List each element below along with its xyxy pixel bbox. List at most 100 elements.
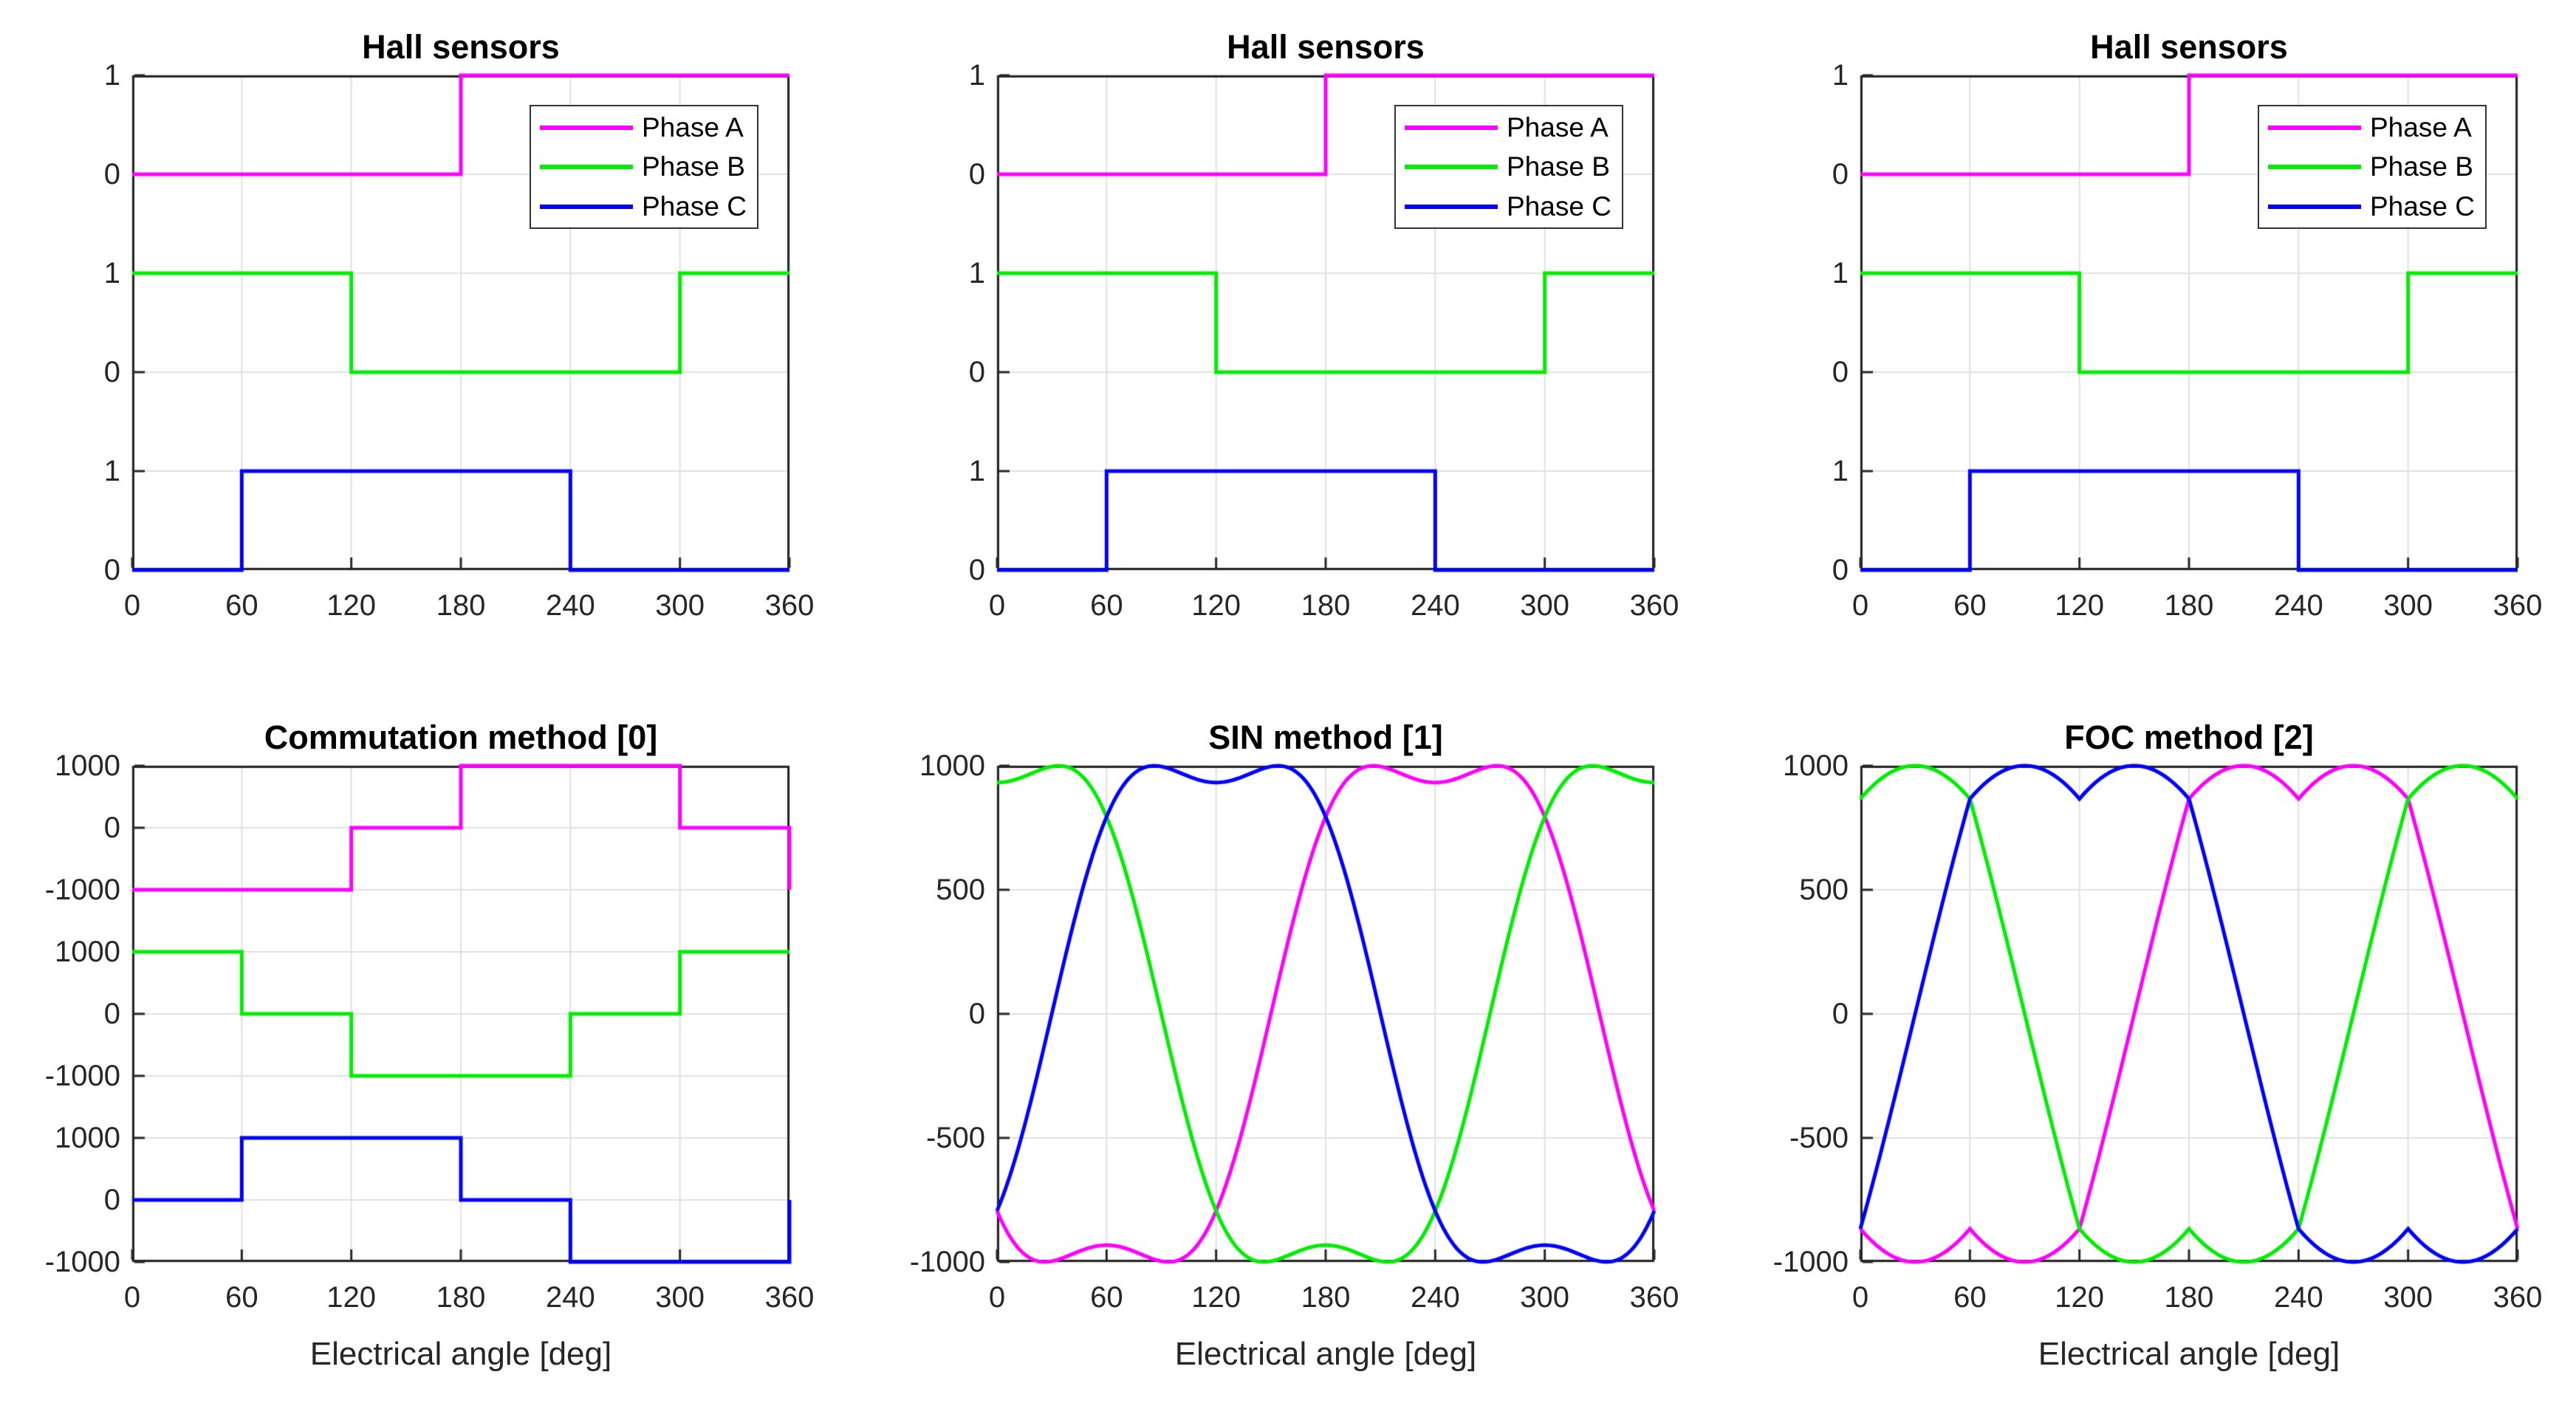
y-tick-label: 0 — [1832, 356, 1849, 388]
plot-title: SIN method [1] — [1208, 718, 1443, 756]
x-tick-label: 0 — [988, 1281, 1006, 1314]
x-tick-label: 120 — [1191, 589, 1241, 622]
legend-item-label: Phase C — [2370, 191, 2475, 222]
subplot-hall-sensors-1: Hall sensors Phase A Phase B Phase C 0 60… — [104, 28, 815, 622]
legend-item: Phase C — [531, 188, 757, 225]
y-tick-label: 1 — [103, 455, 120, 487]
y-tick-label: 0 — [103, 812, 120, 844]
x-tick-label: 300 — [1520, 1281, 1570, 1314]
x-tick-label: 0 — [123, 1281, 141, 1314]
y-tick-label: 0 — [103, 158, 120, 191]
x-tick-label: 300 — [2383, 1281, 2433, 1314]
x-tick-label: 240 — [1410, 1281, 1460, 1314]
x-axis-label: Electrical angle [deg] — [309, 1336, 612, 1372]
subplot-sin-method: SIN method [1] Electrical angle [deg] 0 6… — [910, 718, 1679, 1372]
x-tick-label: 120 — [326, 589, 377, 622]
legend-line-sample — [1405, 125, 1498, 130]
legend-item: Phase B — [531, 148, 757, 185]
legend-item-label: Phase B — [1507, 151, 1610, 182]
x-tick-label: 60 — [1090, 1281, 1123, 1314]
legend-item: Phase A — [2259, 109, 2485, 146]
x-tick-label: 120 — [326, 1281, 377, 1314]
legend-item-label: Phase A — [642, 112, 744, 143]
subplot-hall-sensors-2: Hall sensors Phase A Phase B Phase C 0 60… — [969, 28, 1679, 622]
y-tick-label: 1 — [103, 59, 120, 92]
y-tick-label: 0 — [1832, 158, 1849, 191]
legend-line-sample — [2268, 165, 2361, 169]
legend-line-sample — [540, 204, 633, 209]
legend-item: Phase C — [2259, 188, 2485, 225]
x-tick-label: 0 — [1852, 589, 1869, 622]
legend-line-sample — [2268, 125, 2361, 130]
legend-item-label: Phase C — [642, 191, 747, 222]
x-tick-label: 240 — [545, 589, 595, 622]
legend: Phase A Phase B Phase C — [1394, 105, 1623, 229]
legend-item: Phase A — [531, 109, 757, 146]
y-tick-label: 1 — [968, 257, 985, 289]
x-tick-label: 300 — [2383, 589, 2433, 622]
x-tick-label: 360 — [1629, 1281, 1679, 1314]
x-tick-label: 120 — [2055, 589, 2105, 622]
y-tick-label: -500 — [925, 1122, 985, 1154]
y-tick-label: 500 — [936, 874, 985, 906]
x-tick-label: 120 — [2055, 1281, 2105, 1314]
y-tick-label: -1000 — [1772, 1246, 1849, 1278]
plot-title: Hall sensors — [362, 28, 560, 66]
y-tick-label: 0 — [103, 1184, 120, 1216]
legend-item-label: Phase A — [1507, 112, 1609, 143]
x-tick-label: 0 — [1852, 1281, 1869, 1314]
y-tick-label: 0 — [968, 356, 985, 388]
plot-title: Hall sensors — [2090, 28, 2288, 66]
x-tick-label: 300 — [655, 589, 705, 622]
x-tick-label: 360 — [2493, 1281, 2543, 1314]
x-tick-label: 300 — [1520, 589, 1570, 622]
legend-line-sample — [1405, 204, 1498, 209]
legend-item-label: Phase A — [2370, 112, 2472, 143]
y-tick-label: 1 — [1832, 455, 1849, 487]
y-tick-label: -1000 — [44, 1246, 120, 1278]
x-tick-label: 240 — [2273, 1281, 2323, 1314]
y-tick-label: 1 — [968, 455, 985, 487]
x-tick-label: 360 — [764, 1281, 815, 1314]
subplot-hall-sensors-3: Hall sensors Phase A Phase B Phase C 0 60… — [1832, 28, 2543, 622]
x-tick-label: 360 — [764, 589, 815, 622]
plot-title: Commutation method [0] — [264, 718, 658, 756]
x-tick-label: 120 — [1191, 1281, 1241, 1314]
x-tick-label: 360 — [1629, 589, 1679, 622]
x-tick-label: 0 — [123, 589, 141, 622]
x-tick-label: 240 — [1410, 589, 1460, 622]
x-axis-label: Electrical angle [deg] — [2038, 1336, 2340, 1372]
x-tick-label: 180 — [1301, 1281, 1351, 1314]
plot-area — [991, 760, 1660, 1268]
x-tick-label: 60 — [225, 1281, 258, 1314]
y-tick-label: 0 — [968, 998, 985, 1030]
legend-line-sample — [2268, 204, 2361, 209]
y-tick-label: 1000 — [55, 749, 120, 782]
y-tick-label: 1 — [1832, 257, 1849, 289]
y-tick-label: 0 — [968, 554, 985, 586]
legend-item: Phase B — [1396, 148, 1622, 185]
x-tick-label: 60 — [1953, 589, 1987, 622]
legend-item-label: Phase B — [642, 151, 745, 182]
subplot-commutation-method: Commutation method [0] Electrical angle … — [45, 718, 815, 1372]
legend: Phase A Phase B Phase C — [2258, 105, 2487, 229]
y-tick-label: 500 — [1799, 874, 1849, 906]
y-tick-label: 0 — [1832, 554, 1849, 586]
subplot-foc-method: FOC method [2] Electrical angle [deg] 0 6… — [1773, 718, 2543, 1372]
legend-item: Phase B — [2259, 148, 2485, 185]
x-tick-label: 240 — [545, 1281, 595, 1314]
x-tick-label: 360 — [2493, 589, 2543, 622]
x-tick-label: 180 — [436, 589, 486, 622]
x-tick-label: 60 — [1090, 589, 1123, 622]
y-tick-label: 0 — [968, 158, 985, 191]
y-tick-label: 1000 — [55, 936, 120, 968]
x-tick-label: 180 — [2164, 589, 2214, 622]
x-tick-label: 180 — [1301, 589, 1351, 622]
y-tick-label: 1 — [103, 257, 120, 289]
legend-item-label: Phase C — [1507, 191, 1611, 222]
y-tick-label: 1 — [1832, 59, 1849, 92]
y-tick-label: 1000 — [1783, 749, 1849, 782]
plot-area — [1854, 760, 2524, 1268]
x-axis-label: Electrical angle [deg] — [1174, 1336, 1477, 1372]
